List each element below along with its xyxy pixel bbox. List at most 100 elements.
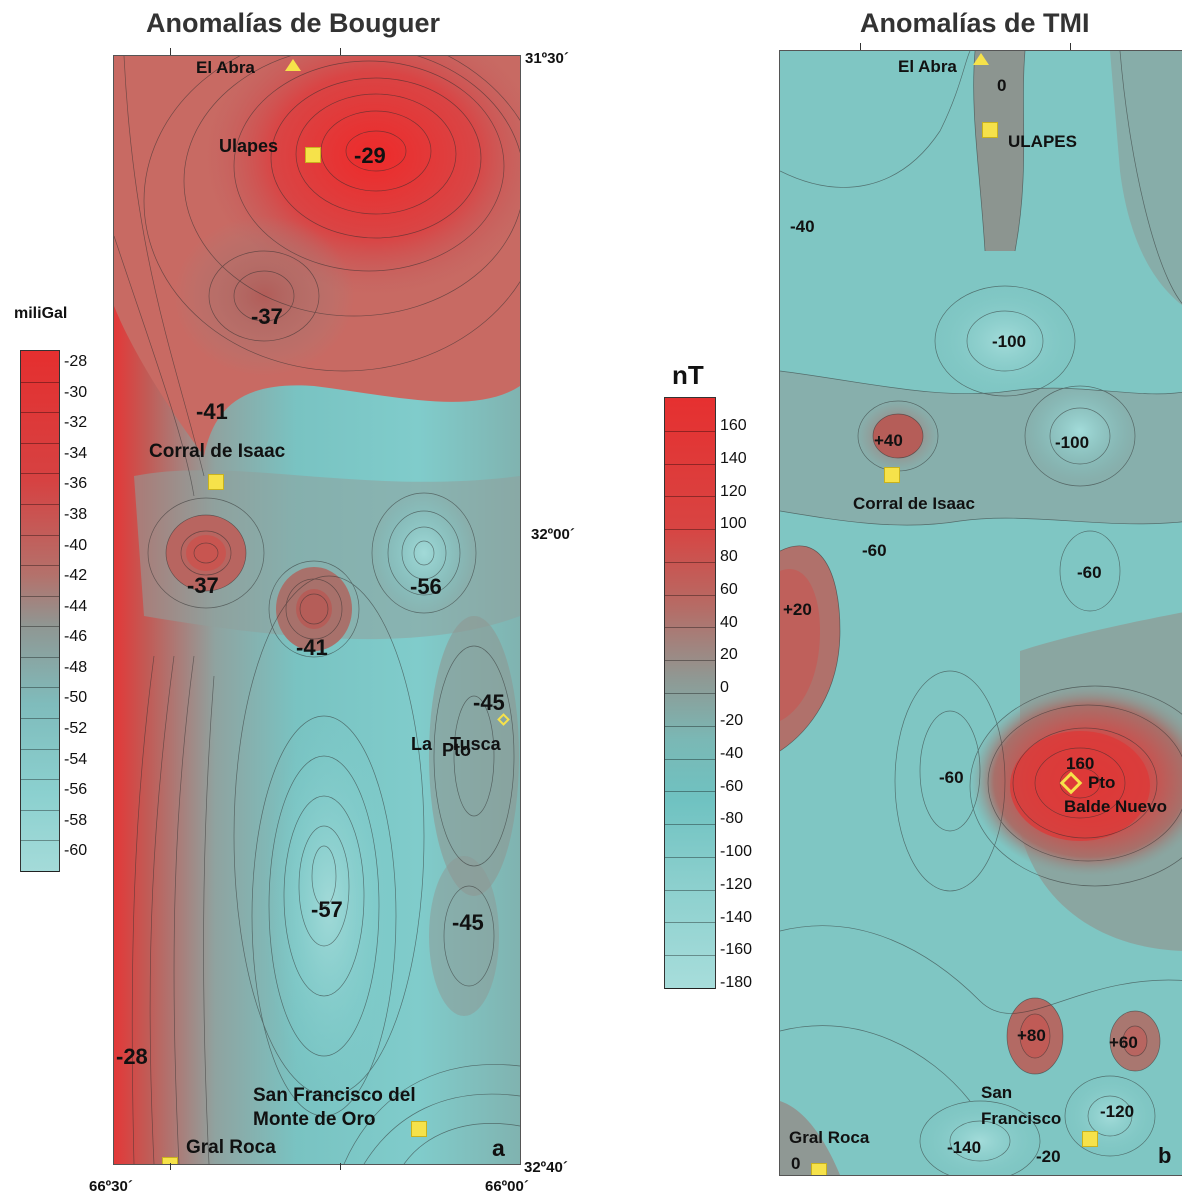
axis-tick [860, 43, 861, 50]
colorbar-segment [665, 398, 715, 432]
colorbar-segment [21, 412, 59, 444]
value-label: 0 [997, 76, 1007, 95]
el-abra-marker [973, 53, 989, 65]
bouguer-colorbar [20, 350, 60, 872]
corral-marker [208, 474, 224, 490]
colorbar-segment [665, 955, 715, 989]
colorbar-segment [21, 687, 59, 720]
bouguer-contours [114, 56, 520, 1164]
gral-roca-marker [162, 1157, 178, 1164]
colorbar-unit: miliGal [14, 305, 68, 322]
san-francisco-label-1: San [981, 1083, 1013, 1102]
colorbar-tick-label: -28 [64, 353, 88, 370]
san-francisco-marker [1082, 1131, 1098, 1147]
value-label: +20 [783, 600, 812, 619]
colorbar-segment [665, 824, 715, 858]
colorbar-tick-label: -40 [64, 536, 88, 554]
value-label: -41 [196, 399, 228, 424]
colorbar-segment [21, 351, 59, 383]
colorbar-segment [21, 840, 59, 872]
colorbar-tick-label: -32 [64, 414, 88, 432]
colorbar-segment [665, 726, 715, 760]
value-label: 160 [1066, 754, 1095, 773]
colorbar-segment [665, 464, 715, 498]
gral-roca-label: Gral Roca [789, 1128, 870, 1147]
la-tusca-word-2: Pto [442, 740, 471, 760]
value-label: +60 [1109, 1033, 1138, 1052]
colorbar-unit: nT [672, 360, 704, 390]
colorbar-tick-label: -34 [64, 444, 88, 462]
axis-tick [170, 1163, 171, 1170]
panel-a-title: Anomalías de Bouguer [146, 8, 441, 38]
colorbar-segment [21, 535, 59, 567]
value-label: -45 [452, 910, 484, 935]
colorbar-segment [665, 595, 715, 629]
value-label: -37 [251, 304, 283, 329]
colorbar-segment [665, 759, 715, 793]
tmi-map [779, 50, 1182, 1176]
colorbar-tick-label: 160 [720, 417, 747, 434]
bouguer-map [113, 55, 521, 1165]
colorbar-tick-label: -120 [720, 875, 753, 893]
tmi-colorbar [664, 397, 716, 989]
colorbar-segment [21, 657, 59, 689]
colorbar-segment [665, 562, 715, 596]
colorbar-tick-label: -100 [720, 843, 753, 861]
colorbar-tick-label: -50 [64, 689, 88, 707]
colorbar-tick-label: -52 [64, 720, 88, 738]
value-label: -29 [354, 143, 386, 168]
value-label: -100 [1055, 433, 1090, 452]
colorbar-segment [21, 443, 59, 475]
colorbar-tick-label: 140 [720, 449, 747, 467]
value-label: -37 [187, 573, 219, 598]
value-label: +40 [874, 431, 903, 450]
colorbar-tick-label: -20 [720, 712, 744, 729]
colorbar-segment [21, 718, 59, 750]
corral-label: Corral de Isaac [853, 494, 975, 513]
axis-tick [340, 1163, 341, 1170]
value-label: -56 [410, 574, 442, 599]
colorbar-segment [21, 749, 59, 781]
coord-label: 66º00´ [485, 1178, 529, 1195]
colorbar-segment [21, 779, 59, 811]
colorbar-segment [665, 529, 715, 563]
panel-letter: a [492, 1135, 505, 1161]
gral-roca-marker [811, 1163, 827, 1175]
corral-label: Corral de Isaac [149, 441, 286, 462]
coord-label: 31º30´ [525, 50, 569, 67]
value-label: -45 [473, 690, 505, 715]
colorbar-tick-label: -44 [64, 597, 88, 615]
el-abra-label: El Abra [898, 57, 957, 76]
colorbar-segment [21, 810, 59, 842]
value-label: -120 [1100, 1102, 1135, 1121]
value-label: 0 [791, 1154, 801, 1173]
el-abra-marker [285, 59, 301, 71]
colorbar-tick-label: -56 [64, 781, 88, 799]
corral-marker [884, 467, 900, 483]
value-label: -40 [790, 217, 815, 236]
coord-label: 32º00´ [531, 526, 575, 543]
colorbar-tick-label: -60 [64, 842, 88, 860]
san-francisco-marker [411, 1121, 427, 1137]
colorbar-segment [665, 431, 715, 465]
colorbar-segment [21, 504, 59, 536]
coord-label: 66º30´ [89, 1178, 133, 1195]
tmi-contours [780, 51, 1182, 1175]
la-tusca-word-1: La [411, 734, 433, 754]
colorbar-segment [665, 857, 715, 891]
colorbar-tick-label: 100 [720, 515, 747, 533]
ulapes-marker [982, 122, 998, 138]
colorbar-tick-label: 80 [720, 548, 738, 566]
el-abra-label: El Abra [196, 58, 255, 77]
colorbar-segment [21, 565, 59, 597]
colorbar-tick-label: 60 [720, 580, 738, 598]
colorbar-tick-label: -30 [64, 383, 88, 401]
value-label: -60 [1077, 563, 1102, 582]
colorbar-tick-label: 20 [720, 646, 738, 664]
value-label: -140 [947, 1138, 982, 1157]
value-label: -20 [1036, 1147, 1061, 1166]
value-label: +80 [1017, 1026, 1046, 1045]
colorbar-segment [665, 922, 715, 957]
colorbar-tick-label: -46 [64, 628, 88, 646]
colorbar-tick-label: -60 [720, 777, 744, 795]
